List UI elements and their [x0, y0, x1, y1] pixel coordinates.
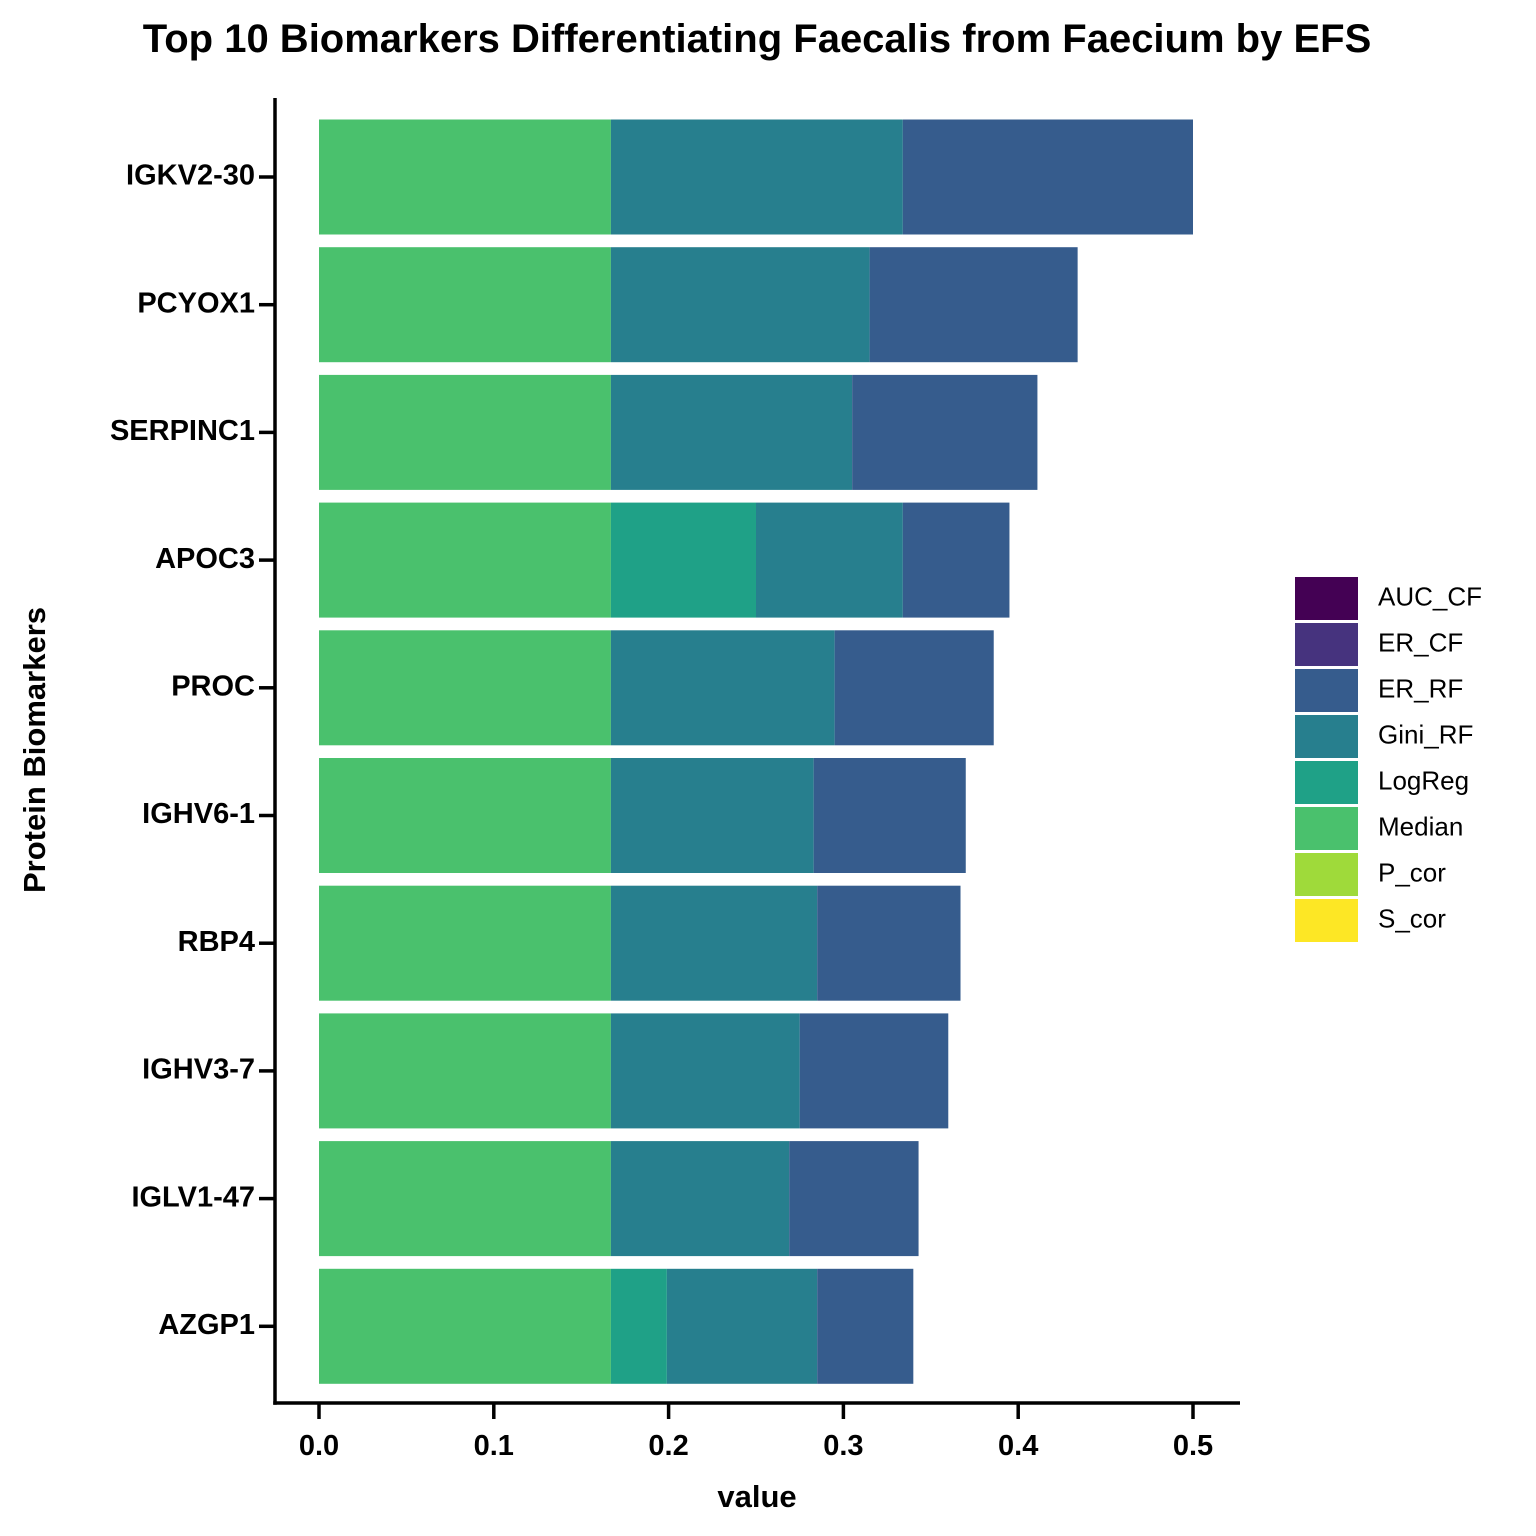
y-tick-label-RBP4: RBP4 [178, 926, 255, 958]
chart-title: Top 10 Biomarkers Differentiating Faecal… [143, 17, 1372, 61]
legend-label-ER_CF: ER_CF [1378, 627, 1463, 657]
legend-label-Gini_RF: Gini_RF [1378, 719, 1473, 749]
x-tick-label-0.5: 0.5 [1173, 1430, 1213, 1462]
legend-label-LogReg: LogReg [1378, 765, 1469, 795]
bar-IGKV2-30-ER_RF [902, 119, 1193, 235]
y-axis-title: Protein Biomarkers [17, 607, 52, 893]
legend-label-Median: Median [1378, 811, 1463, 841]
x-axis-title: value [717, 1479, 796, 1514]
bar-IGHV6-1-ER_RF [813, 758, 966, 873]
bar-IGLV1-47-Median [319, 1141, 611, 1257]
y-tick-label-IGHV6-1: IGHV6-1 [142, 798, 255, 830]
bar-IGHV3-7-Gini_RF [610, 1013, 800, 1129]
bar-IGKV2-30-Median [319, 119, 611, 235]
x-tick-label-0.0: 0.0 [299, 1430, 339, 1462]
legend: AUC_CF ER_CF ER_RF Gini_RF LogReg Median P_cor… [1295, 577, 1482, 942]
bar-IGHV3-7-Median [319, 1013, 611, 1129]
bar-SERPINC1-ER_RF [852, 374, 1038, 490]
bar-IGLV1-47-Gini_RF [610, 1141, 790, 1257]
legend-swatch-ER_CF [1295, 623, 1358, 666]
y-tick-label-PROC: PROC [171, 670, 255, 702]
legend-label-ER_RF: ER_RF [1378, 673, 1463, 703]
bar-AZGP1-LogReg [610, 1268, 667, 1384]
legend-label-S_cor: S_cor [1378, 903, 1446, 933]
y-tick-label-IGKV2-30: IGKV2-30 [126, 160, 255, 192]
bar-APOC3-Gini_RF [756, 502, 903, 618]
bar-IGHV6-1-Median [319, 758, 611, 873]
x-tick-label-0.2: 0.2 [648, 1430, 688, 1462]
axes-group [259, 98, 1240, 1419]
y-tick-labels: IGKV2-30 PCYOX1 SERPINC1 APOC3 PROC IGHV6-1 RB… [110, 160, 255, 1341]
legend-swatch-Gini_RF [1295, 715, 1358, 758]
bar-APOC3-ER_RF [902, 502, 1010, 618]
legend-swatch-AUC_CF [1295, 577, 1358, 620]
bar-RBP4-Median [319, 885, 611, 1001]
bar-SERPINC1-Gini_RF [610, 374, 853, 490]
y-tick-label-PCYOX1: PCYOX1 [137, 287, 255, 319]
y-tick-label-IGLV1-47: IGLV1-47 [131, 1181, 255, 1213]
bar-IGLV1-47-ER_RF [789, 1141, 919, 1257]
x-tick-label-0.1: 0.1 [474, 1430, 514, 1462]
x-tick-labels: 0.0 0.1 0.2 0.3 0.4 0.5 [299, 1430, 1213, 1462]
bar-AZGP1-Median [319, 1268, 611, 1384]
bar-PCYOX1-Median [319, 247, 611, 363]
legend-label-AUC_CF: AUC_CF [1378, 581, 1482, 611]
bar-PROC-ER_RF [834, 630, 994, 746]
legend-swatch-S_cor [1295, 899, 1358, 942]
y-tick-label-IGHV3-7: IGHV3-7 [142, 1054, 255, 1086]
x-tick-label-0.4: 0.4 [998, 1430, 1038, 1462]
bars-group [319, 119, 1193, 1384]
bar-SERPINC1-Median [319, 374, 611, 490]
legend-swatch-ER_RF [1295, 669, 1358, 712]
bar-AZGP1-ER_RF [817, 1268, 914, 1384]
legend-swatch-LogReg [1295, 761, 1358, 804]
bar-APOC3-LogReg [610, 502, 756, 618]
y-tick-label-APOC3: APOC3 [155, 543, 255, 575]
bar-PCYOX1-Gini_RF [610, 247, 870, 363]
legend-swatch-Median [1295, 807, 1358, 850]
bar-PROC-Median [319, 630, 611, 746]
bar-IGHV6-1-Gini_RF [610, 758, 814, 873]
legend-swatch-P_cor [1295, 853, 1358, 896]
legend-label-P_cor: P_cor [1378, 857, 1446, 887]
y-tick-label-AZGP1: AZGP1 [158, 1309, 255, 1341]
bar-PCYOX1-ER_RF [869, 247, 1078, 363]
bar-RBP4-ER_RF [817, 885, 961, 1001]
bar-APOC3-Median [319, 502, 611, 618]
x-tick-label-0.3: 0.3 [823, 1430, 863, 1462]
bar-IGKV2-30-Gini_RF [610, 119, 903, 235]
bar-AZGP1-Gini_RF [666, 1268, 818, 1384]
bar-PROC-Gini_RF [610, 630, 835, 746]
y-tick-label-SERPINC1: SERPINC1 [110, 415, 255, 447]
bar-RBP4-Gini_RF [610, 885, 818, 1001]
bar-IGHV3-7-ER_RF [799, 1013, 949, 1129]
